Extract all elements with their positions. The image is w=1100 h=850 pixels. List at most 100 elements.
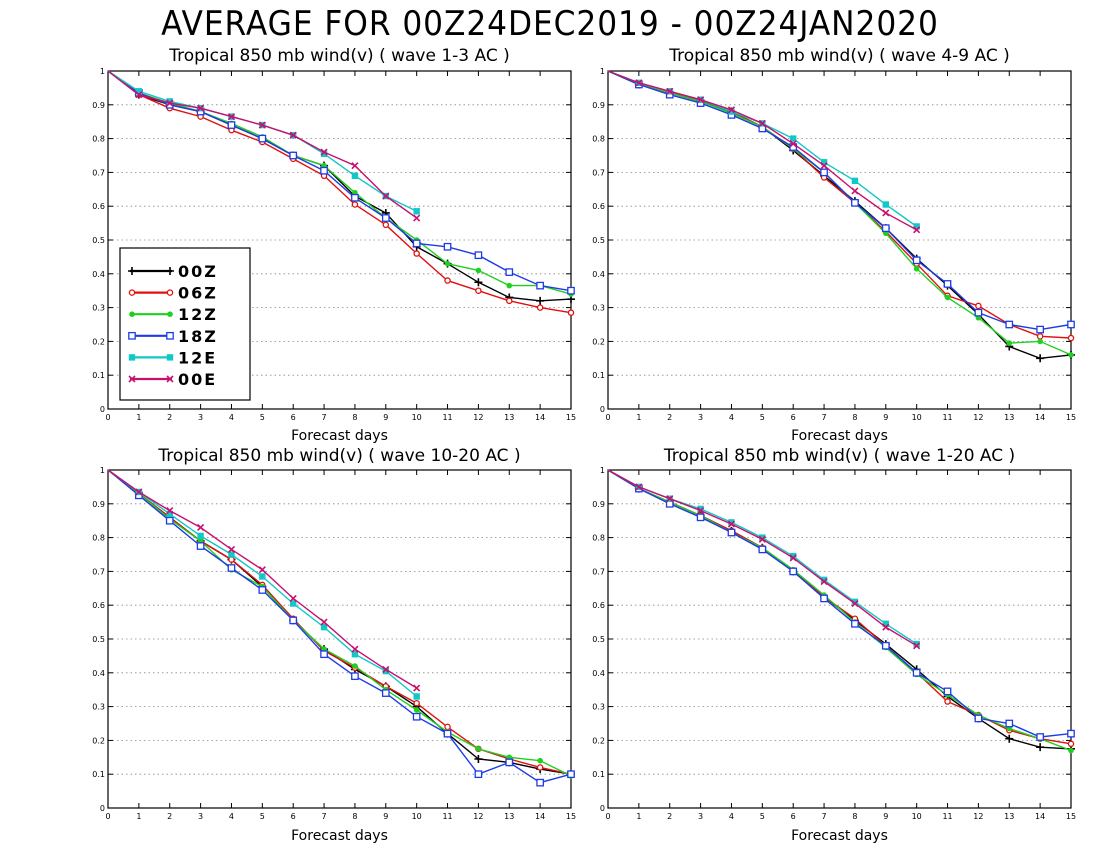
legend-item-12z: 12Z	[129, 305, 216, 324]
data-point-12z	[413, 707, 420, 713]
y-tick-label: 0	[100, 804, 105, 813]
y-tick-label: 1	[100, 466, 105, 475]
data-point-06z	[228, 556, 235, 563]
data-point-18z	[1036, 325, 1044, 334]
y-tick-label: 0.5	[592, 635, 605, 644]
data-point-06z	[351, 201, 359, 208]
x-tick-label: 13	[1004, 812, 1014, 821]
x-tick-label: 12	[973, 413, 983, 422]
data-point-00e	[382, 665, 390, 673]
data-point-00e	[727, 520, 736, 528]
data-point-18z	[1067, 729, 1075, 738]
data-point-12e	[851, 177, 859, 185]
x-tick-label: 2	[667, 812, 672, 821]
data-point-12e	[351, 172, 359, 179]
y-tick-label: 0.9	[592, 101, 605, 110]
x-tick-label: 3	[198, 812, 203, 821]
x-tick-label: 3	[698, 413, 703, 422]
x-tick-label: 6	[791, 413, 796, 422]
data-point-12e	[913, 640, 920, 648]
x-tick-label: 8	[852, 413, 857, 422]
data-point-12e	[820, 576, 828, 584]
series-00z	[107, 469, 575, 779]
series-line-12z	[107, 469, 572, 777]
data-point-06z	[1067, 334, 1075, 342]
legend-box	[119, 247, 251, 401]
x-tick-label: 8	[352, 413, 357, 422]
data-point-18z	[567, 286, 575, 295]
data-point-12e	[320, 150, 328, 158]
x-tick-label: 10	[912, 812, 922, 821]
data-point-18z	[412, 239, 421, 248]
data-point-06z	[1036, 333, 1044, 340]
y-tick-label: 0.6	[92, 202, 105, 211]
series-06z	[107, 469, 575, 778]
y-tick-label: 0.2	[92, 736, 105, 745]
x-tick-label: 4	[229, 812, 234, 821]
data-point-12e	[882, 201, 889, 208]
legend-marker	[167, 311, 173, 318]
y-tick-label: 0.2	[592, 337, 605, 346]
data-point-12z	[1006, 340, 1013, 346]
y-tick-label: 0.3	[592, 304, 605, 313]
data-point-12e	[135, 88, 143, 95]
data-point-18z	[289, 151, 298, 160]
data-point-00z	[1036, 743, 1045, 752]
chart-panel-1: Tropical 850 mb wind(v) ( wave 1-3 AC ) 0…	[92, 46, 576, 444]
x-axis-label: Forecast days	[291, 428, 388, 444]
series-line-12e	[607, 70, 918, 228]
data-point-00e	[413, 684, 421, 692]
data-point-00e	[382, 192, 390, 200]
data-point-18z	[696, 513, 705, 522]
series-line-00z	[607, 70, 1072, 360]
data-point-00z	[536, 296, 545, 305]
data-point-12e	[913, 223, 920, 230]
data-point-00e	[289, 131, 297, 139]
x-axis-label: Forecast days	[791, 828, 888, 844]
x-tick-label: 7	[822, 413, 827, 422]
y-tick-label: 0.3	[92, 304, 105, 313]
y-tick-label: 0.7	[592, 567, 605, 576]
legend-item-18z: 18Z	[128, 327, 216, 346]
series-00e	[607, 70, 921, 234]
data-point-18z	[974, 308, 983, 317]
legend-item-00e: 00E	[128, 370, 217, 389]
x-tick-label: 10	[912, 413, 922, 422]
data-point-18z	[943, 280, 952, 288]
data-point-00z	[1036, 354, 1045, 363]
data-point-00e	[258, 566, 266, 574]
x-tick-label: 13	[504, 812, 514, 821]
data-point-18z	[912, 256, 921, 265]
data-point-12e	[320, 623, 328, 631]
series-line-12z	[607, 70, 1072, 356]
x-tick-label: 5	[260, 413, 265, 422]
y-tick-label: 1	[600, 466, 605, 475]
x-tick-label: 14	[1035, 413, 1045, 422]
x-tick-label: 1	[636, 812, 641, 821]
x-tick-label: 12	[473, 812, 483, 821]
chart-panel-3: Tropical 850 mb wind(v) ( wave 10-20 AC …	[92, 446, 576, 844]
x-tick-label: 8	[852, 812, 857, 821]
y-tick-label: 0.1	[592, 770, 605, 779]
data-point-18z	[820, 594, 828, 603]
data-point-18z	[258, 134, 267, 143]
data-point-00e	[289, 594, 297, 603]
x-tick-label: 11	[942, 413, 952, 422]
data-point-12e	[759, 534, 766, 541]
chart-panel-2: Tropical 850 mb wind(v) ( wave 4-9 AC ) 0…	[592, 46, 1076, 444]
x-tick-label: 6	[791, 812, 796, 821]
x-tick-label: 8	[352, 812, 357, 821]
x-tick-label: 5	[760, 812, 765, 821]
y-tick-label: 0.4	[92, 270, 105, 279]
series-line-06z	[107, 70, 572, 314]
legend-label: 12E	[178, 348, 217, 367]
legend-label: 00E	[178, 370, 217, 389]
data-point-12z	[537, 757, 543, 764]
y-tick-label: 0.2	[92, 337, 105, 346]
data-point-12z	[944, 294, 951, 301]
data-point-18z	[196, 542, 205, 550]
panel-title: Tropical 850 mb wind(v) ( wave 10-20 AC …	[157, 446, 520, 466]
data-point-18z	[227, 564, 236, 572]
data-point-06z	[444, 277, 451, 284]
data-point-00e	[635, 79, 643, 87]
